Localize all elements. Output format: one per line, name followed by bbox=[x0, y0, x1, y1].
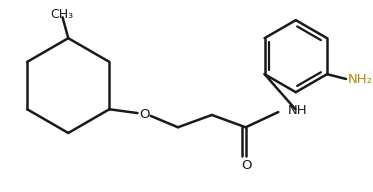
Text: O: O bbox=[241, 159, 252, 172]
Text: NH: NH bbox=[288, 104, 307, 117]
Text: O: O bbox=[139, 108, 149, 122]
Text: CH₃: CH₃ bbox=[50, 8, 73, 21]
Text: NH₂: NH₂ bbox=[348, 73, 373, 86]
